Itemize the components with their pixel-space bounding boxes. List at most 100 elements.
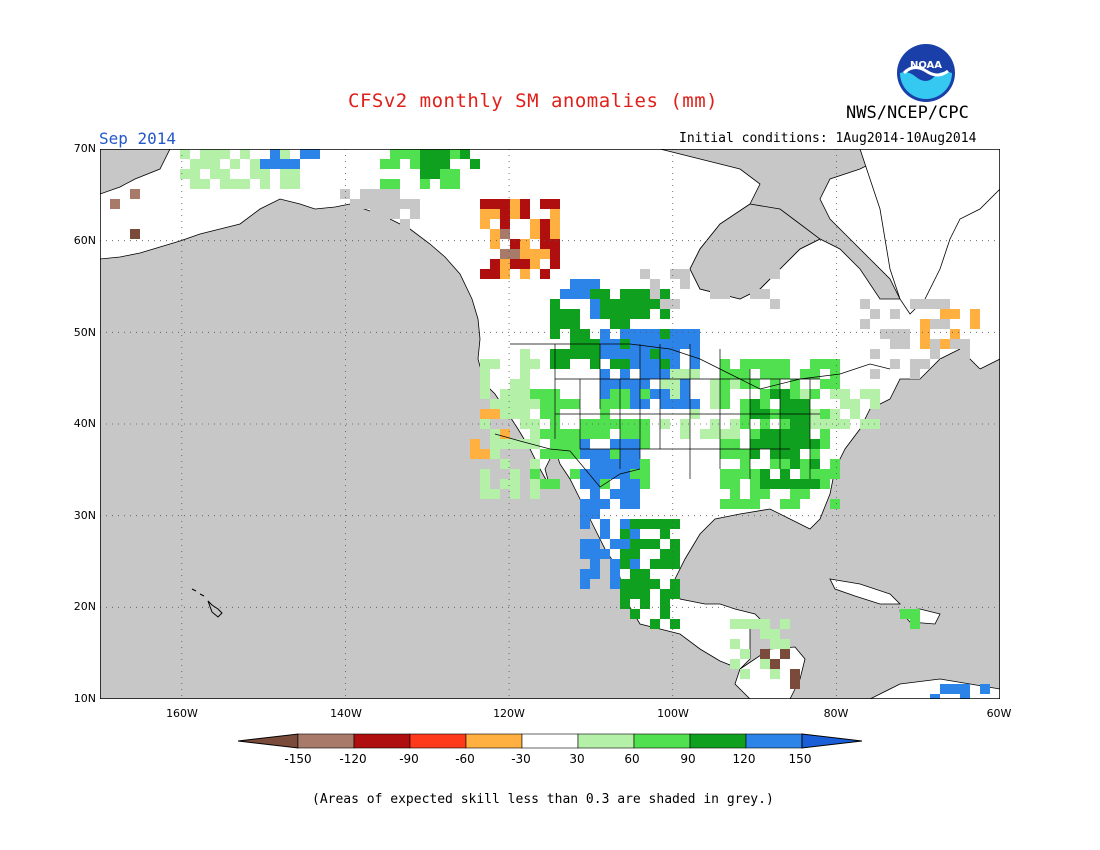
- anomaly-cell: [740, 359, 750, 369]
- anomaly-cell: [630, 529, 640, 539]
- anomaly-cell: [910, 609, 920, 619]
- anomaly-cell: [970, 369, 980, 379]
- anomaly-cell: [610, 439, 620, 449]
- anomaly-cell: [510, 249, 520, 259]
- anomaly-cell: [550, 329, 560, 339]
- colorbar-label: -60: [455, 752, 475, 766]
- anomaly-cell: [760, 439, 770, 449]
- anomaly-cell: [680, 369, 690, 379]
- anomaly-cell: [740, 469, 750, 479]
- anomaly-cell: [490, 439, 500, 449]
- colorbar-swatch: [409, 733, 467, 749]
- anomaly-cell: [740, 649, 750, 659]
- anomaly-cell: [770, 439, 780, 449]
- anomaly-cell: [760, 649, 770, 659]
- anomaly-cell: [740, 499, 750, 509]
- anomaly-cell: [600, 519, 610, 529]
- anomaly-cell: [600, 549, 610, 559]
- anomaly-cell: [780, 499, 790, 509]
- anomaly-cell: [750, 289, 760, 299]
- anomaly-cell: [920, 299, 930, 309]
- anomaly-cell: [950, 369, 960, 379]
- anomaly-cell: [600, 309, 610, 319]
- anomaly-cell: [810, 479, 820, 489]
- anomaly-cell: [770, 369, 780, 379]
- anomaly-cell: [860, 319, 870, 329]
- anomaly-cell: [360, 199, 370, 209]
- colorbar-label: 90: [680, 752, 696, 766]
- colorbar-swatch: [689, 733, 747, 749]
- anomaly-cell: [780, 369, 790, 379]
- anomaly-cell: [630, 609, 640, 619]
- footnote: (Areas of expected skill less than 0.3 a…: [312, 792, 774, 807]
- anomaly-cell: [550, 299, 560, 309]
- anomaly-cell: [950, 339, 960, 349]
- anomaly-cell: [620, 499, 630, 509]
- anomaly-cell: [620, 489, 630, 499]
- anomaly-cell: [510, 399, 520, 409]
- anomaly-cell: [550, 199, 560, 209]
- anomaly-cell: [440, 159, 450, 169]
- anomaly-cell: [670, 579, 680, 589]
- anomaly-cell: [930, 694, 940, 699]
- anomaly-cell: [630, 519, 640, 529]
- anomaly-cell: [580, 579, 590, 589]
- anomaly-cell: [480, 409, 490, 419]
- anomaly-cell: [340, 189, 350, 199]
- anomaly-cell: [650, 559, 660, 569]
- anomaly-cell: [540, 229, 550, 239]
- anomaly-cell: [580, 349, 590, 359]
- anomaly-cell: [620, 589, 630, 599]
- anomaly-cell: [480, 209, 490, 219]
- anomaly-cell: [510, 409, 520, 419]
- anomaly-cell: [620, 539, 630, 549]
- anomaly-cell: [190, 169, 200, 179]
- anomaly-cell: [820, 429, 830, 439]
- anomaly-cell: [750, 619, 760, 629]
- anomaly-cell: [760, 489, 770, 499]
- anomaly-cell: [530, 229, 540, 239]
- anomaly-cell: [500, 219, 510, 229]
- anomaly-cell: [570, 429, 580, 439]
- anomaly-cell: [870, 399, 880, 409]
- anomaly-cell: [810, 449, 820, 459]
- colorbar-swatch: [353, 733, 411, 749]
- anomaly-cell: [540, 239, 550, 249]
- anomaly-cell: [830, 389, 840, 399]
- anomaly-cell: [720, 389, 730, 399]
- anomaly-cell: [550, 209, 560, 219]
- anomaly-cell: [570, 439, 580, 449]
- anomaly-cell: [630, 349, 640, 359]
- anomaly-cell: [620, 309, 630, 319]
- anomaly-cell: [760, 289, 770, 299]
- anomaly-cell: [270, 159, 280, 169]
- anomaly-cell: [380, 159, 390, 169]
- anomaly-cell: [840, 389, 850, 399]
- anomaly-cell: [600, 429, 610, 439]
- anomaly-cell: [790, 489, 800, 499]
- anomaly-cell: [350, 219, 360, 229]
- anomaly-cell: [480, 359, 490, 369]
- anomaly-cell: [640, 359, 650, 369]
- lat-label-40n: 40N: [73, 417, 96, 430]
- anomaly-cell: [870, 389, 880, 399]
- anomaly-cell: [900, 329, 910, 339]
- anomaly-cell: [640, 379, 650, 389]
- anomaly-cell: [690, 339, 700, 349]
- anomaly-cell: [810, 359, 820, 369]
- lon-label-120w: 120W: [493, 707, 525, 720]
- anomaly-cell: [630, 549, 640, 559]
- anomaly-cell: [660, 329, 670, 339]
- anomaly-cell: [670, 379, 680, 389]
- anomaly-cell: [570, 279, 580, 289]
- anomaly-cell: [590, 419, 600, 429]
- anomaly-cell: [550, 449, 560, 459]
- anomaly-cell: [280, 149, 290, 159]
- anomaly-cell: [210, 149, 220, 159]
- anomaly-cell: [730, 419, 740, 429]
- anomaly-cell: [630, 459, 640, 469]
- anomaly-cell: [510, 259, 520, 269]
- anomaly-cell: [620, 479, 630, 489]
- anomaly-cell: [560, 309, 570, 319]
- anomaly-cell: [610, 299, 620, 309]
